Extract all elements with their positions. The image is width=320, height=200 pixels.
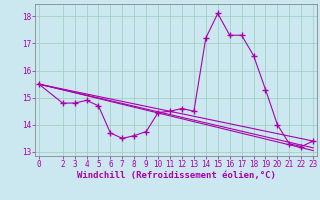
X-axis label: Windchill (Refroidissement éolien,°C): Windchill (Refroidissement éolien,°C) <box>76 171 276 180</box>
